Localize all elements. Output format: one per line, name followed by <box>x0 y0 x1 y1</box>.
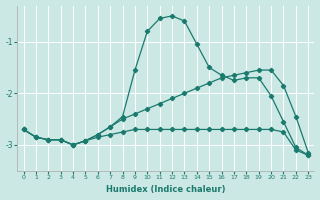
X-axis label: Humidex (Indice chaleur): Humidex (Indice chaleur) <box>106 185 226 194</box>
